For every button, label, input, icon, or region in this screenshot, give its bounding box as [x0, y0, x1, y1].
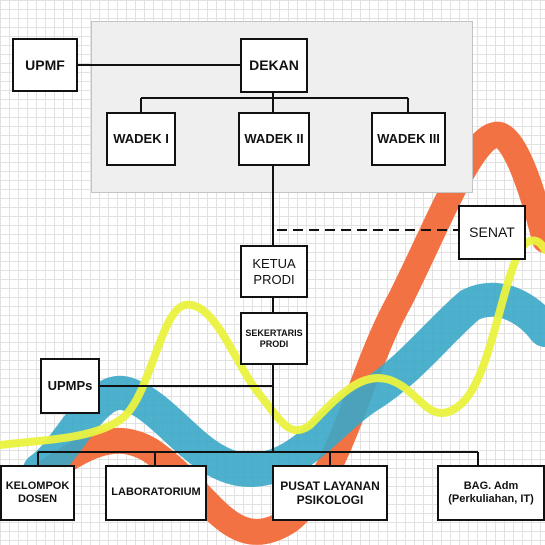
upmps-box: UPMPs: [40, 358, 100, 414]
upmf-box: UPMF: [12, 38, 78, 92]
wadek1-box: WADEK I: [106, 112, 176, 166]
wadek2-box: WADEK II: [238, 112, 310, 166]
wadek3-box: WADEK III: [371, 112, 446, 166]
bag-adm-box: BAG. Adm (Perkuliahan, IT): [437, 465, 545, 521]
teal-wave: [23, 282, 545, 488]
laboratorium-box: LABORATORIUM: [105, 465, 207, 521]
senat-box: SENAT: [458, 205, 526, 260]
ketua-prodi-box: KETUA PRODI: [240, 245, 308, 298]
dekan-box: DEKAN: [240, 38, 308, 93]
pusat-layanan-box: PUSAT LAYANAN PSIKOLOGI: [272, 465, 388, 521]
kelompok-dosen-box: KELOMPOK DOSEN: [0, 465, 75, 521]
yellow-wave: [0, 236, 545, 449]
sekertaris-prodi-box: SEKERTARIS PRODI: [240, 312, 308, 365]
